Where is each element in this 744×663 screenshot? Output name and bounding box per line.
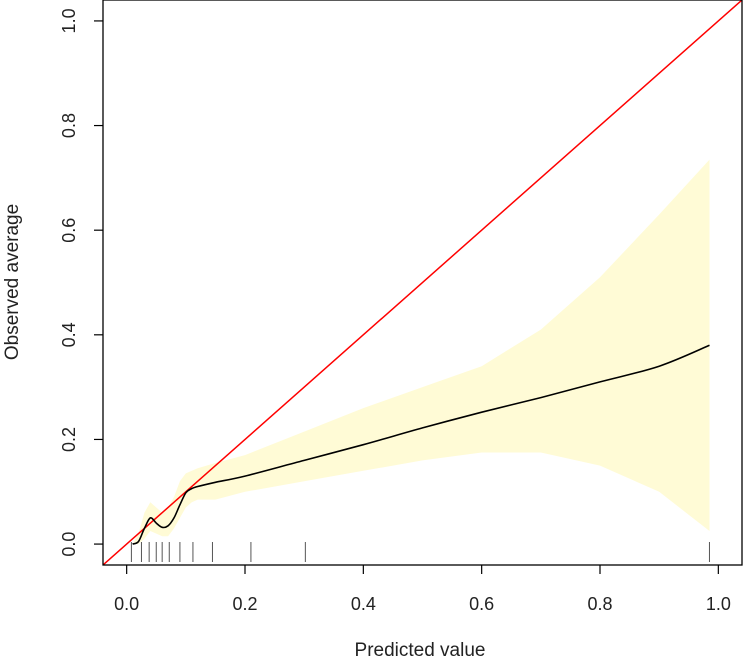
x-tick-label: 1.0 [706, 594, 731, 614]
y-tick-label: 0.2 [59, 427, 79, 452]
plot-frame [102, 0, 743, 566]
y-tick-label: 0.0 [59, 532, 79, 557]
confidence-band [132, 159, 710, 545]
y-tick-label: 0.4 [59, 322, 79, 347]
plot-layer [102, 0, 743, 566]
x-axis-title: Predicted value [355, 640, 486, 661]
y-tick-label: 1.0 [59, 8, 79, 33]
x-tick-label: 0.4 [351, 594, 376, 614]
plot-area [103, 0, 742, 565]
x-axis: 0.0 0.2 0.4 0.6 0.8 1.0 [114, 565, 731, 614]
x-tick-label: 0.2 [232, 594, 257, 614]
reference-diagonal-line [103, 0, 742, 565]
y-tick-label: 0.6 [59, 218, 79, 243]
y-axis-title: Observed average [2, 204, 23, 360]
x-tick-label: 0.0 [114, 594, 139, 614]
y-axis: 0.0 0.2 0.4 0.6 0.8 1.0 [59, 8, 103, 557]
calibration-curve [132, 344, 710, 545]
x-tick-label: 0.8 [587, 594, 612, 614]
x-tick-label: 0.6 [469, 594, 494, 614]
y-tick-label: 0.8 [59, 113, 79, 138]
